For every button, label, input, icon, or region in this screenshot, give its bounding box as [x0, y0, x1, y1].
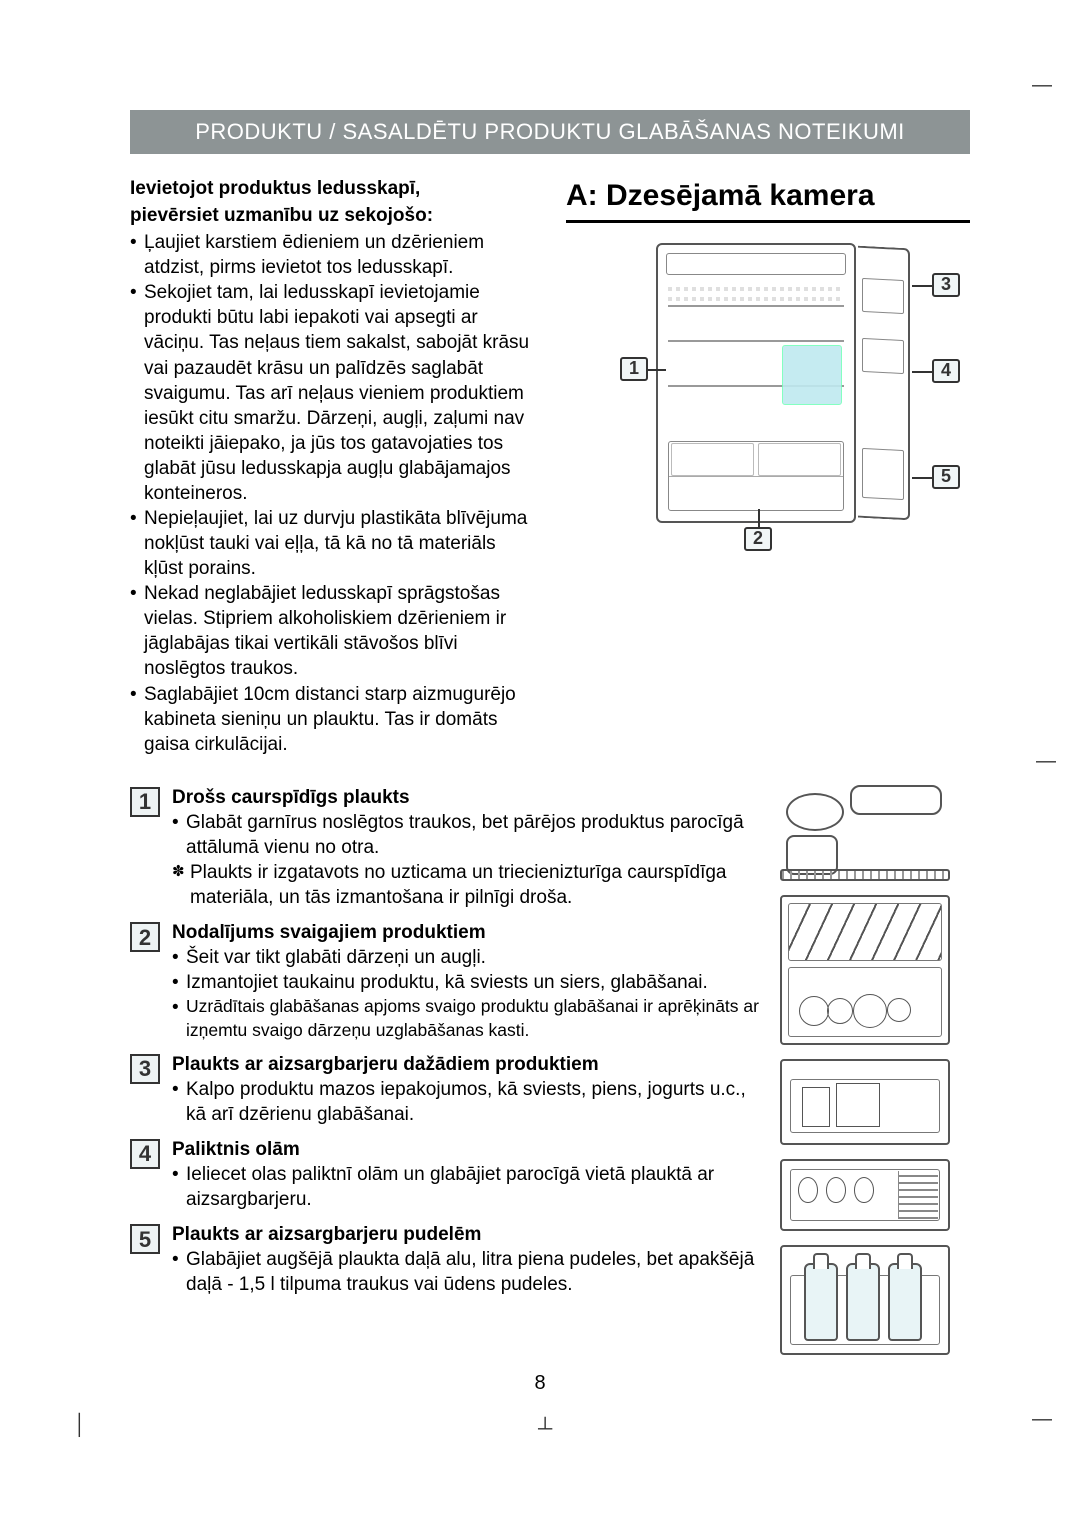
item-line-text: Glabāt garnīrus noslēgtos traukos, bet p…	[186, 810, 760, 860]
crisper-drawer-icon	[780, 895, 950, 1045]
manual-page: PRODUKTU / SASALDĒTU PRODUKTU GLABĀŠANAS…	[0, 0, 1080, 1528]
intro-bullet: Ļaujiet karstiem ēdieniem un dzērieniem …	[130, 230, 540, 280]
section-banner: PRODUKTU / SASALDĒTU PRODUKTU GLABĀŠANAS…	[130, 110, 970, 154]
item-lines: Šeit var tikt glabāti dārzeņi un augļi.I…	[172, 945, 760, 1041]
items-text-column: 1 Drošs caurspīdīgs plauktsGlabāt garnīru…	[130, 785, 760, 1369]
intro-heading-line1: Ievietojot produktus ledusskapī,	[130, 176, 540, 201]
item-bullet-line: Glabājiet augšējā plaukta daļā alu, litr…	[172, 1247, 760, 1297]
intro-bullet-text: Nekad neglabājiet ledusskapī sprāgstošas…	[144, 581, 540, 681]
item-body: Plaukts ar aizsargbarjeru pudelēmGlabāji…	[172, 1222, 760, 1297]
item-title: Paliktnis olām	[172, 1137, 760, 1162]
item-line-text: Plaukts ir izgatavots no uzticama un tri…	[190, 860, 760, 910]
crop-mark-icon: —	[1032, 72, 1052, 98]
intro-bullet: Saglabājiet 10cm distanci starp aizmugur…	[130, 682, 540, 757]
callout-5: 5	[932, 465, 960, 489]
numbered-item: 3 Plaukts ar aizsargbarjeru dažādiem prod…	[130, 1052, 760, 1127]
numbered-item: 4 Paliktnis olāmIeliecet olas paliktnī ol…	[130, 1137, 760, 1212]
item-line-text: Glabājiet augšējā plaukta daļā alu, litr…	[186, 1247, 760, 1297]
item-title: Drošs caurspīdīgs plaukts	[172, 785, 760, 810]
fridge-body-icon	[656, 243, 856, 523]
crop-mark-icon: │	[74, 1412, 87, 1438]
intro-bullet-text: Ļaujiet karstiem ēdieniem un dzērieniem …	[144, 230, 540, 280]
intro-heading-line2: pievērsiet uzmanību uz sekojošo:	[130, 203, 540, 228]
intro-bullet: Sekojiet tam, lai ledusskapī ievietojami…	[130, 280, 540, 506]
item-line-text: Šeit var tikt glabāti dārzeņi un augļi.	[186, 945, 760, 970]
fridge-door-icon	[858, 245, 910, 520]
callout-2: 2	[744, 527, 772, 551]
item-body: Plaukts ar aizsargbarjeru dažādiem produ…	[172, 1052, 760, 1127]
bottle-rack-icon	[780, 1245, 950, 1355]
crop-mark-icon: ┴	[538, 1416, 552, 1442]
containers-on-shelf-icon	[780, 785, 950, 881]
item-lines: Kalpo produktu mazos iepakojumos, kā svi…	[172, 1077, 760, 1127]
item-bullet-line: Glabāt garnīrus noslēgtos traukos, bet p…	[172, 810, 760, 860]
callout-3: 3	[932, 273, 960, 297]
item-body: Drošs caurspīdīgs plauktsGlabāt garnīrus…	[172, 785, 760, 910]
item-line-text: Uzrādītais glabāšanas apjoms svaigo prod…	[186, 995, 760, 1041]
diagram-column: A: Dzesējamā kamera 1 2 3 4 5	[566, 176, 970, 757]
item-note-line: Plaukts ir izgatavots no uzticama un tri…	[172, 860, 760, 910]
intro-bullet-text: Sekojiet tam, lai ledusskapī ievietojami…	[144, 280, 540, 506]
item-bullet-line: Izmantojiet taukainu produktu, kā sviest…	[172, 970, 760, 995]
item-title: Nodalījums svaigajiem produktiem	[172, 920, 760, 945]
intro-bullets: Ļaujiet karstiem ēdieniem un dzērieniem …	[130, 230, 540, 757]
item-line-text: Ieliecet olas paliktnī olām un glabājiet…	[186, 1162, 760, 1212]
numbered-item: 1 Drošs caurspīdīgs plauktsGlabāt garnīru…	[130, 785, 760, 910]
item-title: Plaukts ar aizsargbarjeru dažādiem produ…	[172, 1052, 760, 1077]
intro-bullet-text: Saglabājiet 10cm distanci starp aizmugur…	[144, 682, 540, 757]
item-lines: Glabāt garnīrus noslēgtos traukos, bet p…	[172, 810, 760, 910]
intro-bullet-text: Nepieļaujiet, lai uz durvju plastikāta b…	[144, 506, 540, 581]
item-bullet-line: Ieliecet olas paliktnī olām un glabājiet…	[172, 1162, 760, 1212]
item-bullet-line: Uzrādītais glabāšanas apjoms svaigo prod…	[172, 995, 760, 1041]
item-number-badge: 5	[130, 1224, 160, 1254]
item-number-badge: 2	[130, 922, 160, 952]
item-bullet-line: Kalpo produktu mazos iepakojumos, kā svi…	[172, 1077, 760, 1127]
item-body: Nodalījums svaigajiem produktiemŠeit var…	[172, 920, 760, 1041]
top-two-column: Ievietojot produktus ledusskapī, pievērs…	[130, 176, 970, 757]
item-lines: Ieliecet olas paliktnī olām un glabājiet…	[172, 1162, 760, 1212]
numbered-item: 5 Plaukts ar aizsargbarjeru pudelēmGlabāj…	[130, 1222, 760, 1297]
item-title: Plaukts ar aizsargbarjeru pudelēm	[172, 1222, 760, 1247]
numbered-item: 2 Nodalījums svaigajiem produktiemŠeit va…	[130, 920, 760, 1041]
fridge-diagram: 1 2 3 4 5	[576, 243, 966, 543]
callout-1: 1	[620, 357, 648, 381]
item-number-badge: 4	[130, 1139, 160, 1169]
intro-bullet: Nepieļaujiet, lai uz durvju plastikāta b…	[130, 506, 540, 581]
item-lines: Glabājiet augšējā plaukta daļā alu, litr…	[172, 1247, 760, 1297]
crop-mark-icon: —	[1036, 748, 1056, 774]
egg-tray-icon	[780, 1159, 950, 1231]
intro-bullet: Nekad neglabājiet ledusskapī sprāgstošas…	[130, 581, 540, 681]
intro-column: Ievietojot produktus ledusskapī, pievērs…	[130, 176, 540, 757]
item-line-text: Kalpo produktu mazos iepakojumos, kā svi…	[186, 1077, 760, 1127]
crop-mark-icon: —	[1032, 1406, 1052, 1432]
section-title: A: Dzesējamā kamera	[566, 176, 970, 223]
items-illustration-column	[780, 785, 970, 1369]
page-number: 8	[0, 1370, 1080, 1396]
item-number-badge: 1	[130, 787, 160, 817]
item-bullet-line: Šeit var tikt glabāti dārzeņi un augļi.	[172, 945, 760, 970]
callout-4: 4	[932, 359, 960, 383]
numbered-items-block: 1 Drošs caurspīdīgs plauktsGlabāt garnīru…	[130, 785, 970, 1369]
item-body: Paliktnis olāmIeliecet olas paliktnī olā…	[172, 1137, 760, 1212]
item-line-text: Izmantojiet taukainu produktu, kā sviest…	[186, 970, 760, 995]
item-number-badge: 3	[130, 1054, 160, 1084]
door-bin-icon	[780, 1059, 950, 1145]
